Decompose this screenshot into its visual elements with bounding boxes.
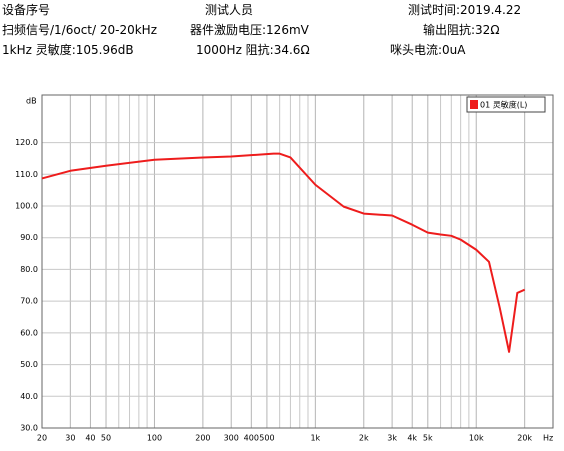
x-tick-label: 500: [259, 434, 274, 443]
header-text: 测试时间:2019.4.22: [408, 3, 522, 17]
header-text: 扫频信号/1/6oct/ 20-20kHz: [2, 23, 157, 37]
y-tick-label: 40.0: [20, 392, 38, 401]
x-tick-label: 5k: [423, 434, 433, 443]
plot-area: [42, 95, 553, 428]
x-tick-label: 200: [195, 434, 210, 443]
header-text: 1000Hz 阻抗:34.6Ω: [196, 43, 310, 57]
header-text: 输出阻抗:32Ω: [423, 23, 500, 37]
y-axis-label: dB: [26, 97, 37, 106]
y-tick-label: 100.0: [15, 202, 38, 211]
x-tick-label: 2k: [359, 434, 369, 443]
header-text: 器件激励电压:126mV: [190, 23, 309, 37]
header-text: 咪头电流:0uA: [390, 43, 466, 57]
x-tick-label: 3k: [387, 434, 397, 443]
data-line: [41, 152, 526, 353]
y-tick-label: 120.0: [15, 138, 38, 147]
x-tick-label: 400: [244, 434, 259, 443]
x-tick-label: 100: [147, 434, 162, 443]
x-tick-label: 30: [65, 434, 75, 443]
y-tick-label: 30.0: [20, 424, 38, 433]
legend-label: 01 灵敏度(L): [480, 100, 527, 110]
y-tick-label: 90.0: [20, 233, 38, 242]
x-tick-label: 4k: [407, 434, 417, 443]
x-tick-label: 10k: [469, 434, 484, 443]
legend-box: [466, 96, 546, 113]
x-tick-label: 50: [101, 434, 111, 443]
y-tick-label: 80.0: [20, 265, 38, 274]
x-tick-label: 20: [37, 434, 47, 443]
y-tick-label: 50.0: [20, 360, 38, 369]
y-tick-label: 60.0: [20, 328, 38, 337]
x-tick-label: 300: [224, 434, 239, 443]
y-tick-label: 70.0: [20, 297, 38, 306]
legend-swatch: [470, 100, 478, 109]
header-text: 1kHz 灵敏度:105.96dB: [2, 43, 134, 57]
x-tick-label: 20k: [517, 434, 532, 443]
x-axis-label: Hz: [543, 434, 553, 443]
x-tick-label: 1k: [310, 434, 320, 443]
plot-frame: [41, 94, 554, 429]
x-tick-label: 40: [85, 434, 95, 443]
header-text: 测试人员: [205, 3, 254, 17]
header-text: 设备序号: [2, 3, 51, 17]
y-tick-label: 110.0: [15, 170, 38, 179]
